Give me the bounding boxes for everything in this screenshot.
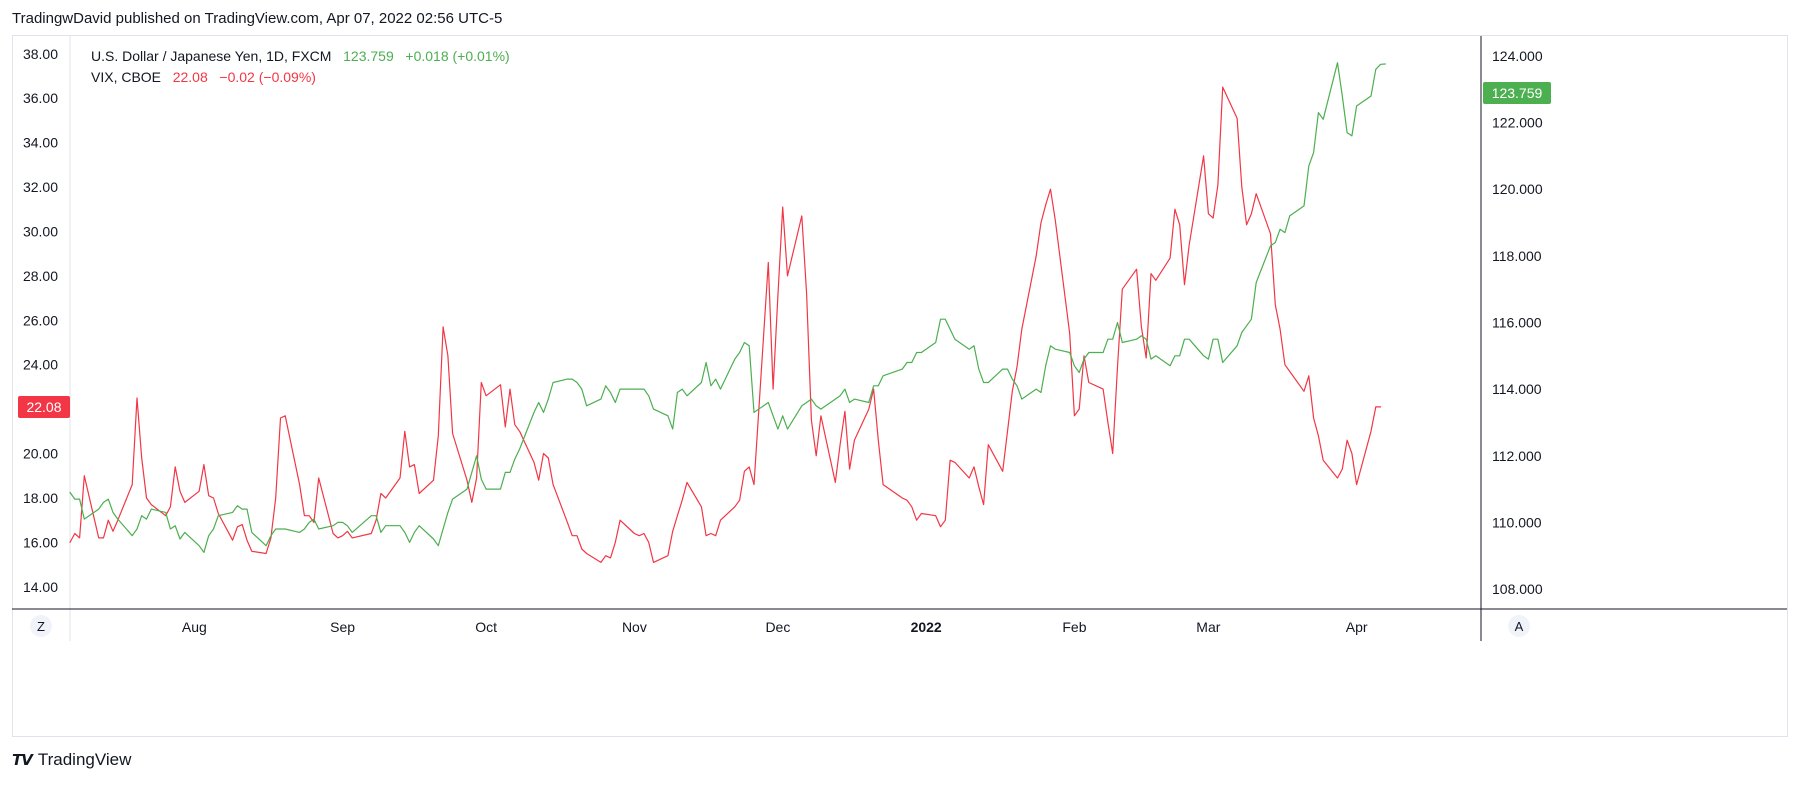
footer-branding[interactable]: 𝙏𝙑 TradingView: [12, 750, 131, 770]
right-axis-tick-label: 110.000: [1492, 514, 1542, 530]
footer-brand-text: TradingView: [37, 750, 132, 769]
legend-row-usdjpy[interactable]: U.S. Dollar / Japanese Yen, 1D, FXCM 123…: [91, 46, 510, 67]
chart-frame: [12, 35, 1788, 737]
legend-vix-name: VIX, CBOE: [91, 69, 162, 85]
axes-layer: [12, 36, 1787, 641]
right-axis-tick-label: 114.000: [1492, 381, 1542, 397]
time-axis-tick-label: Oct: [475, 619, 497, 635]
left-axis-tick-label: 14.00: [23, 579, 58, 595]
legend-usdjpy-value: 123.759: [343, 48, 394, 64]
time-axis-tick-label: Dec: [765, 619, 790, 635]
left-axis-tick-label: 20.00: [23, 446, 58, 462]
legend-vix-value: 22.08: [172, 69, 208, 85]
series-line-vix: [69, 86, 1382, 564]
right-axis-tick-label: 116.000: [1492, 315, 1542, 331]
zoom-left-button[interactable]: Z: [30, 615, 52, 637]
published-by-text: TradingwDavid published on TradingView.c…: [12, 10, 503, 27]
left-axis-tick-label: 38.00: [23, 46, 58, 62]
left-axis-tick-label: 30.00: [23, 223, 58, 239]
time-axis-tick-label: Mar: [1196, 619, 1220, 635]
legend-row-vix[interactable]: VIX, CBOE 22.08 −0.02 (−0.09%): [91, 67, 510, 88]
time-axis-tick-label: 2022: [911, 619, 942, 635]
left-axis-tick-label: 36.00: [23, 90, 58, 106]
legend-vix-change: −0.02 (−0.09%): [219, 69, 316, 85]
right-axis-tick-label: 122.000: [1492, 115, 1543, 131]
time-axis-tick-label: Apr: [1346, 619, 1368, 635]
chart-legend: U.S. Dollar / Japanese Yen, 1D, FXCM 123…: [91, 46, 510, 88]
time-axis-tick-label: Feb: [1062, 619, 1086, 635]
right-axis-tick-label: 124.000: [1492, 48, 1543, 64]
right-axis-tick-label: 112.000: [1492, 448, 1542, 464]
left-price-badge: 22.08: [18, 396, 70, 418]
auto-scale-button[interactable]: A: [1508, 615, 1530, 637]
legend-usdjpy-name: U.S. Dollar / Japanese Yen, 1D, FXCM: [91, 48, 332, 64]
right-axis-tick-label: 108.000: [1492, 581, 1543, 597]
left-axis-tick-label: 34.00: [23, 135, 58, 151]
left-axis-tick-label: 16.00: [23, 534, 58, 550]
ticks-layer: 38.00 36.00 34.00 32.00 30.00 28.00 26.00 24.00…: [23, 46, 1543, 635]
series-layer: [69, 62, 1386, 564]
time-axis-tick-label: Sep: [330, 619, 355, 635]
tradingview-logo-icon: 𝙏𝙑: [12, 752, 33, 769]
left-axis-tick-label: 26.00: [23, 312, 58, 328]
right-axis-tick-label: 118.000: [1492, 248, 1542, 264]
left-axis-tick-label: 28.00: [23, 268, 58, 284]
series-line-usdjpy: [69, 62, 1386, 554]
time-axis-tick-label: Aug: [182, 619, 207, 635]
left-axis-tick-label: 18.00: [23, 490, 58, 506]
time-axis-tick-label: Nov: [622, 619, 647, 635]
left-axis-tick-label: 32.00: [23, 179, 58, 195]
right-axis-tick-label: 120.000: [1492, 181, 1543, 197]
right-price-badge: 123.759: [1483, 82, 1551, 104]
left-axis-tick-label: 24.00: [23, 357, 58, 373]
legend-usdjpy-change: +0.018 (+0.01%): [405, 48, 510, 64]
